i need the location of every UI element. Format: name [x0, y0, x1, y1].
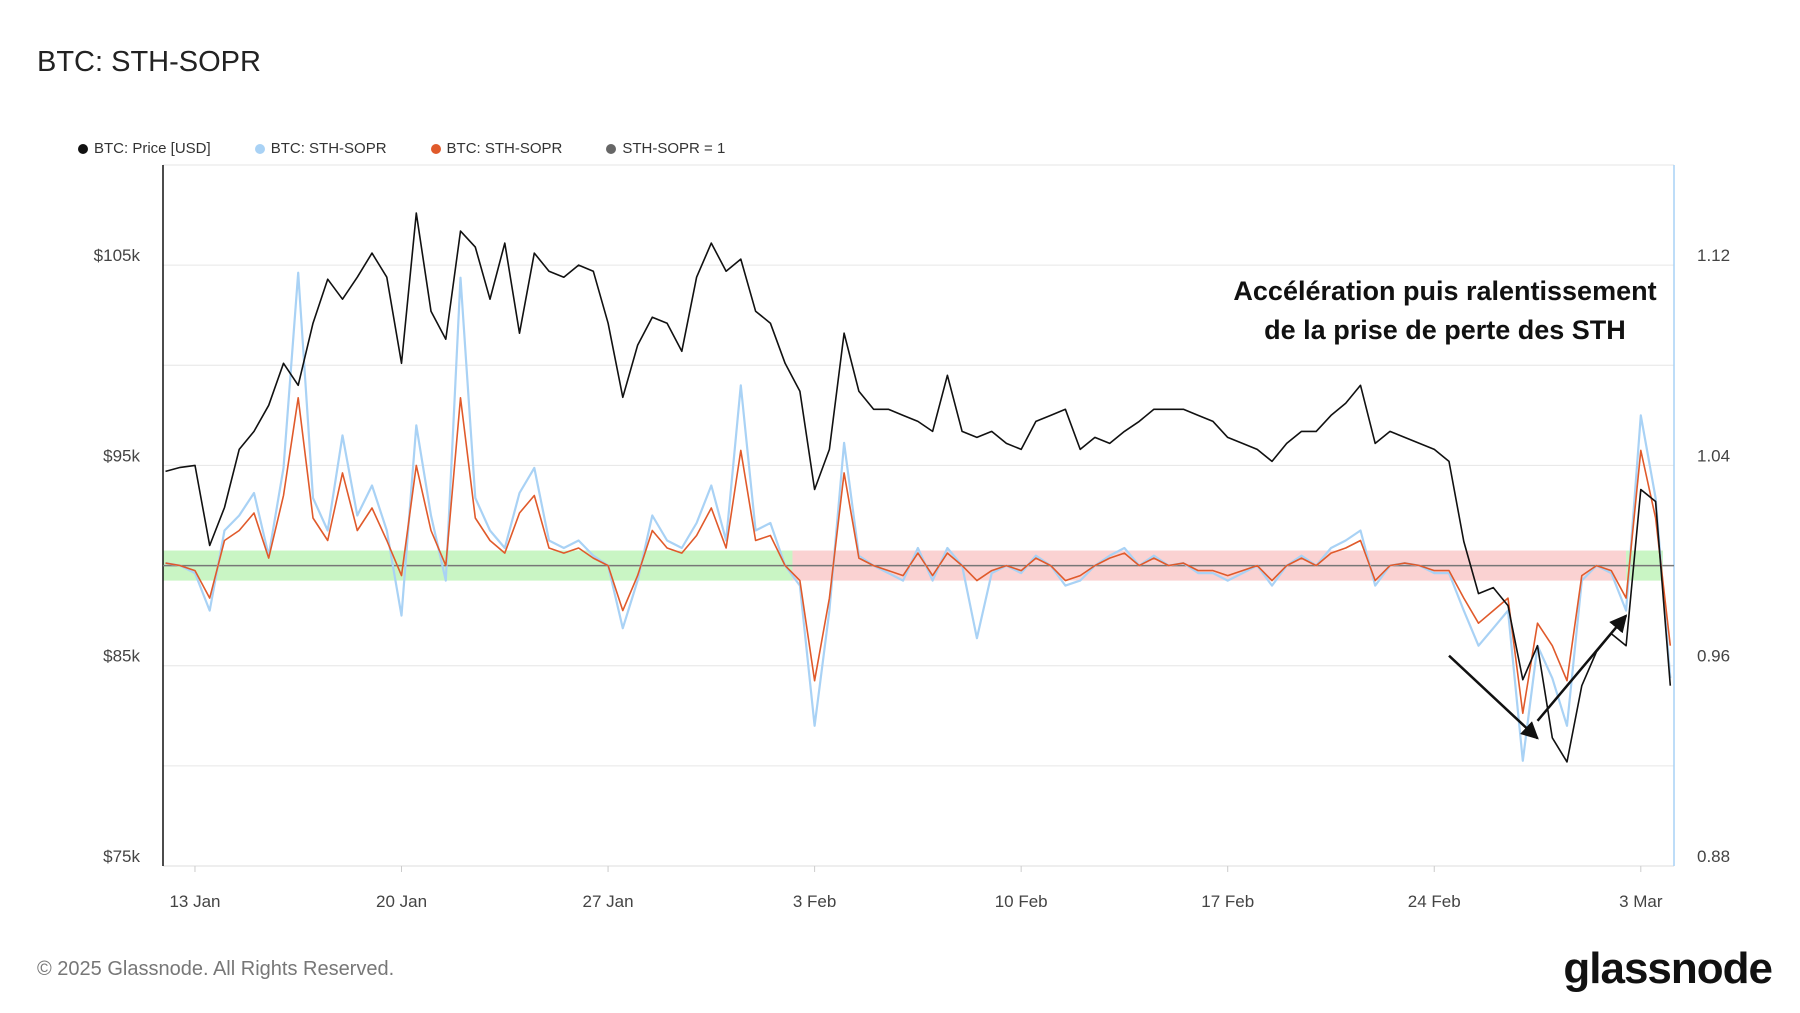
sopr-smoothed-line — [165, 397, 1672, 715]
y-right-tick-label: 0.88 — [1697, 847, 1730, 866]
x-tick-label: 17 Feb — [1201, 892, 1254, 911]
legend-label: BTC: STH-SOPR — [270, 140, 387, 157]
chart-title: BTC: STH-SOPR — [37, 46, 261, 78]
glassnode-logo: glassnode — [1563, 944, 1773, 993]
y-right-tick-label: 0.96 — [1697, 647, 1730, 666]
copyright: © 2025 Glassnode. All Rights Reserved. — [37, 958, 395, 980]
y-left-tick-label: $75k — [103, 847, 140, 866]
x-tick-label: 27 Jan — [583, 892, 634, 911]
legend-item-sopr-one[interactable]: STH-SOPR = 1 — [606, 140, 725, 157]
legend-item-sopr-smoothed[interactable]: BTC: STH-SOPR — [430, 140, 563, 157]
y-left-tick-label: $105k — [94, 246, 141, 265]
arrow-annotation — [1448, 654, 1539, 740]
legend-label: BTC: STH-SOPR — [446, 140, 563, 157]
chart-annotation: Accélération puis ralentissement de la p… — [1200, 272, 1690, 350]
legend-dot — [78, 143, 88, 154]
annotation-line-1: Accélération puis ralentissement — [1233, 276, 1657, 306]
legend-dot — [606, 143, 617, 154]
x-tick-label: 10 Feb — [995, 892, 1048, 911]
x-tick-label: 13 Jan — [169, 892, 220, 911]
x-tick-label: 3 Mar — [1619, 892, 1663, 911]
legend-dot — [254, 143, 265, 154]
price-line — [165, 212, 1672, 763]
annotation-line-2: de la prise de perte des STH — [1264, 315, 1626, 345]
y-right-tick-label: 1.04 — [1697, 446, 1730, 465]
x-tick-label: 3 Feb — [793, 892, 836, 911]
legend-label: BTC: Price [USD] — [94, 140, 211, 157]
y-left-tick-label: $95k — [103, 446, 140, 465]
legend-item-price[interactable]: BTC: Price [USD] — [78, 140, 211, 157]
y-left-tick-label: $85k — [103, 647, 140, 666]
x-tick-label: 20 Jan — [376, 892, 427, 911]
y-right-tick-label: 1.12 — [1697, 246, 1730, 265]
legend-dot — [430, 143, 441, 154]
x-tick-label: 24 Feb — [1408, 892, 1461, 911]
legend-label: STH-SOPR = 1 — [622, 140, 726, 157]
legend: BTC: Price [USD] BTC: STH-SOPR BTC: STH-… — [78, 140, 725, 157]
legend-item-sopr-raw[interactable]: BTC: STH-SOPR — [254, 140, 387, 157]
arrow-annotation — [1536, 614, 1628, 722]
